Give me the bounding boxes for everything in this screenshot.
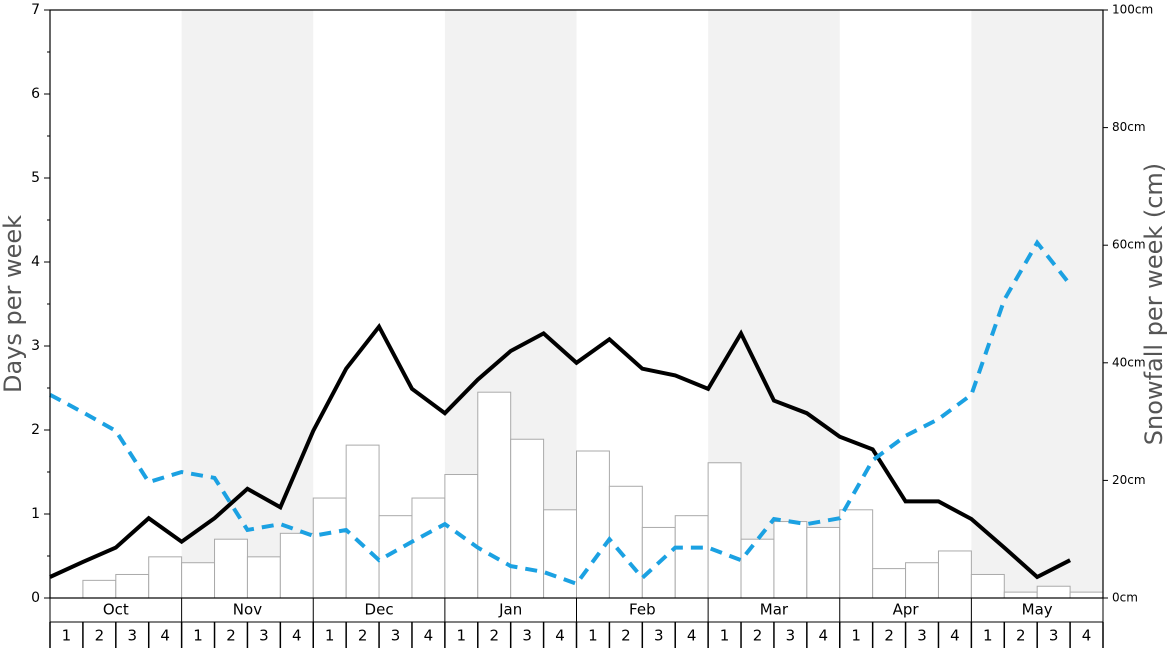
month-label: Dec [365,601,394,619]
bar [707,462,742,599]
bar [411,497,446,599]
bar [214,538,248,599]
week-label: 2 [1016,627,1026,645]
bar [510,438,545,599]
bar [1003,591,1038,599]
week-label: 2 [884,627,894,645]
week-label: 2 [753,627,763,645]
y2-tick-label: 80cm [1112,120,1146,134]
y-tick-label: 7 [31,2,40,18]
week-label: 2 [358,627,368,645]
week-label: 1 [588,627,598,645]
bar [543,509,577,599]
week-label: 4 [160,627,170,645]
week-label: 2 [621,627,631,645]
bar [839,509,874,599]
month-label: Jan [498,601,522,619]
week-label: 4 [424,627,434,645]
week-label: 3 [127,627,137,645]
month-label: Mar [760,601,789,619]
week-label: 4 [555,627,565,645]
y-tick-label: 3 [31,338,40,354]
line [49,323,1072,580]
week-label: 1 [62,627,72,645]
week-label: 4 [950,627,960,645]
y2-tick-label: 40cm [1112,355,1146,369]
bar [279,532,314,599]
bar [608,485,643,599]
week-label: 4 [292,627,302,645]
bar [1036,585,1071,599]
week-label: 1 [983,627,993,645]
y-axis-label: Days per week [0,215,27,393]
week-label: 4 [1082,627,1092,645]
week-label: 1 [720,627,730,645]
week-label: 1 [851,627,861,645]
y-tick-label: 0 [31,590,40,606]
bar [477,391,512,599]
week-label: 1 [325,627,335,645]
week-label: 2 [489,627,499,645]
y2-axis-label: Snowfall per week (cm) [1140,163,1168,445]
month-label: Nov [233,601,262,619]
y-tick-label: 2 [31,422,40,438]
bar [740,538,775,599]
bar [115,573,150,599]
month-label: May [1022,601,1053,619]
bar [773,521,808,599]
week-label: 2 [226,627,236,645]
week-label: 3 [391,627,401,645]
bar [312,497,347,599]
week-label: 1 [457,627,467,645]
bar [937,550,972,599]
y2-tick-label: 60cm [1112,238,1146,252]
week-label: 3 [259,627,269,645]
bar [82,579,117,599]
bar [872,568,907,599]
bar [246,556,281,599]
y2-tick-label: 100cm [1112,3,1153,17]
bar [378,515,413,599]
y2-tick-label: 0cm [1112,591,1138,605]
bar [806,526,841,599]
bar [181,562,216,599]
week-label: 1 [193,627,203,645]
month-band [971,10,1103,598]
week-label: 3 [1049,627,1059,645]
y-tick-label: 5 [31,170,40,186]
week-label: 4 [819,627,829,645]
week-label: 3 [654,627,664,645]
week-label: 3 [917,627,927,645]
month-label: Apr [893,601,920,619]
week-label: 3 [786,627,796,645]
month-band [181,10,314,598]
bar [1069,591,1104,599]
y-tick-label: 6 [31,86,40,102]
week-label: 3 [522,627,532,645]
bar [345,444,380,599]
month-label: Oct [103,601,129,619]
week-label: 4 [687,627,697,645]
week-label: 2 [95,627,105,645]
month-label: Feb [629,601,656,619]
y2-tick-label: 20cm [1112,473,1146,487]
bar [148,556,183,599]
bar [970,573,1005,599]
bar [674,515,709,599]
y-tick-label: 1 [31,506,40,522]
y-tick-label: 4 [31,254,40,270]
bar [905,562,939,599]
